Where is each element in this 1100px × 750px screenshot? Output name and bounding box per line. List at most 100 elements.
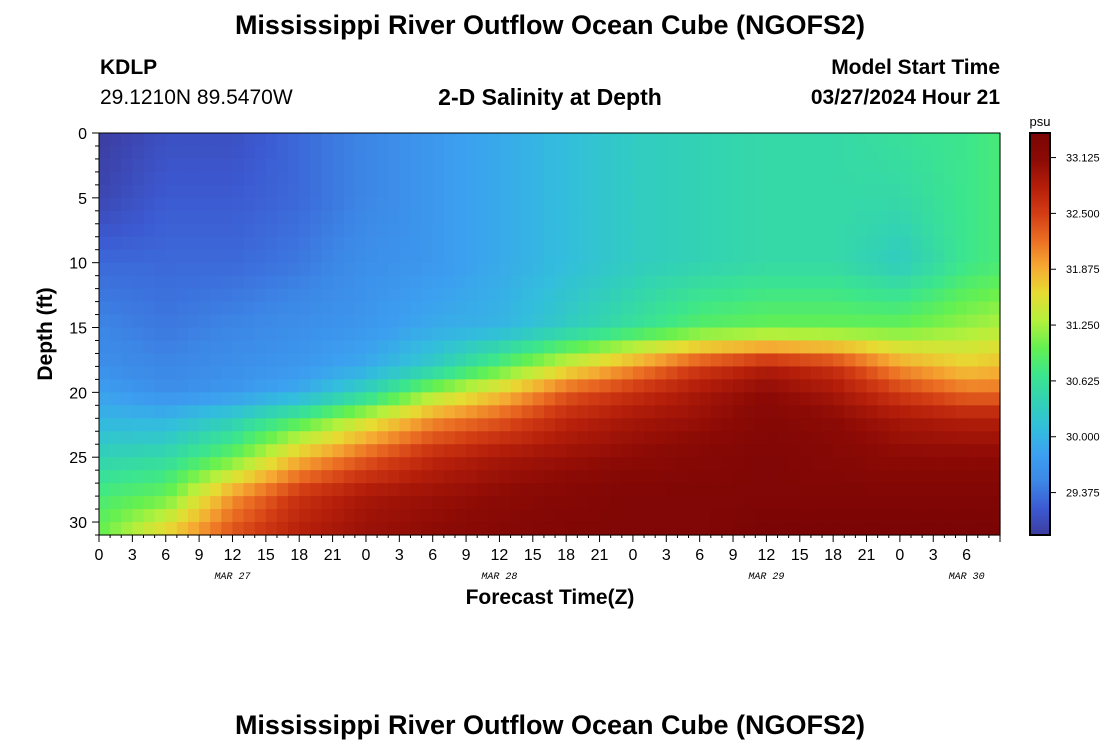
heatmap-cell: [744, 457, 756, 471]
heatmap-cell: [321, 236, 334, 251]
heatmap-cell: [343, 353, 356, 368]
heatmap-cell: [555, 223, 567, 238]
heatmap-cell: [566, 197, 578, 212]
heatmap-cell: [388, 133, 400, 147]
heatmap-cell: [644, 353, 656, 368]
heatmap-cell: [510, 483, 523, 497]
heatmap-cell: [377, 418, 389, 432]
heatmap-cell: [110, 483, 122, 497]
heatmap-cell: [399, 133, 412, 147]
heatmap-cell: [121, 262, 133, 277]
heatmap-cell: [466, 470, 478, 484]
heatmap-cell: [766, 444, 779, 458]
heatmap-cell: [944, 158, 957, 173]
heatmap-cell: [788, 184, 801, 199]
heatmap-cell: [755, 418, 767, 432]
heatmap-cell: [888, 353, 901, 368]
heatmap-cell: [521, 145, 534, 160]
heatmap-cell: [532, 366, 545, 380]
heatmap-cell: [677, 496, 690, 510]
heatmap-cell: [788, 275, 801, 290]
heatmap-cell: [632, 275, 645, 290]
heatmap-cell: [221, 288, 234, 303]
heatmap-cell: [610, 210, 623, 225]
heatmap-cell: [677, 145, 690, 160]
heatmap-cell: [877, 392, 890, 406]
heatmap-cell: [888, 275, 901, 290]
heatmap-cell: [110, 210, 122, 225]
heatmap-cell: [655, 197, 667, 212]
heatmap-cell: [488, 210, 501, 225]
heatmap-cell: [588, 197, 601, 212]
heatmap-cell: [710, 340, 723, 355]
heatmap-cell: [610, 392, 623, 406]
heatmap-cell: [766, 249, 779, 264]
heatmap-cell: [176, 158, 189, 173]
heatmap-cell: [488, 327, 501, 342]
heatmap-cell: [655, 470, 667, 484]
heatmap-cell: [321, 158, 334, 173]
heatmap-cell: [955, 470, 968, 484]
heatmap-cell: [377, 236, 389, 251]
heatmap-cell: [988, 444, 1001, 458]
heatmap-cell: [777, 444, 790, 458]
heatmap-cell: [599, 210, 612, 225]
heatmap-cell: [588, 275, 601, 290]
heatmap-cell: [699, 158, 712, 173]
heatmap-cell: [588, 171, 601, 186]
heatmap-cell: [966, 158, 979, 173]
heatmap-cell: [521, 522, 534, 536]
heatmap-cell: [321, 223, 334, 238]
heatmap-cell: [365, 444, 378, 458]
heatmap-cell: [310, 210, 323, 225]
heatmap-cell: [477, 314, 489, 329]
heatmap-cell: [165, 171, 178, 186]
heatmap-cell: [877, 457, 890, 471]
x-tick-label: 15: [257, 547, 275, 564]
heatmap-cell: [210, 184, 222, 199]
heatmap-cell: [477, 470, 489, 484]
heatmap-cell: [232, 184, 245, 199]
heatmap-cell: [621, 444, 634, 458]
heatmap-cell: [176, 145, 189, 160]
heatmap-cell: [543, 418, 556, 432]
heatmap-cell: [588, 366, 601, 380]
heatmap-cell: [988, 171, 1001, 186]
heatmap-cell: [521, 470, 534, 484]
heatmap-cell: [332, 457, 345, 471]
heatmap-cell: [265, 496, 278, 510]
heatmap-cell: [577, 249, 590, 264]
heatmap-cell: [733, 431, 745, 445]
heatmap-cell: [410, 184, 423, 199]
heatmap-cell: [866, 249, 879, 264]
heatmap-cell: [933, 457, 945, 471]
heatmap-cell: [677, 444, 690, 458]
heatmap-cell: [310, 262, 323, 277]
heatmap-cell: [110, 470, 122, 484]
heatmap-cell: [744, 470, 756, 484]
heatmap-cell: [210, 223, 222, 238]
heatmap-cell: [143, 379, 156, 393]
heatmap-cell: [755, 366, 767, 380]
heatmap-cell: [577, 522, 590, 536]
heatmap-cell: [866, 223, 879, 238]
heatmap-cell: [632, 392, 645, 406]
heatmap-cell: [532, 496, 545, 510]
heatmap-cell: [721, 223, 734, 238]
heatmap-cell: [933, 392, 945, 406]
heatmap-cell: [888, 158, 901, 173]
heatmap-cell: [321, 249, 334, 264]
heatmap-cell: [744, 405, 756, 419]
heatmap-cell: [343, 262, 356, 277]
heatmap-cell: [555, 379, 567, 393]
heatmap-cell: [243, 145, 256, 160]
heatmap-cell: [132, 483, 145, 497]
heatmap-cell: [454, 314, 467, 329]
heatmap-cell: [566, 133, 578, 147]
heatmap-cell: [143, 236, 156, 251]
heatmap-cell: [377, 327, 389, 342]
heatmap-cell: [210, 301, 222, 316]
heatmap-cell: [599, 301, 612, 316]
heatmap-cell: [710, 249, 723, 264]
heatmap-cell: [977, 457, 990, 471]
